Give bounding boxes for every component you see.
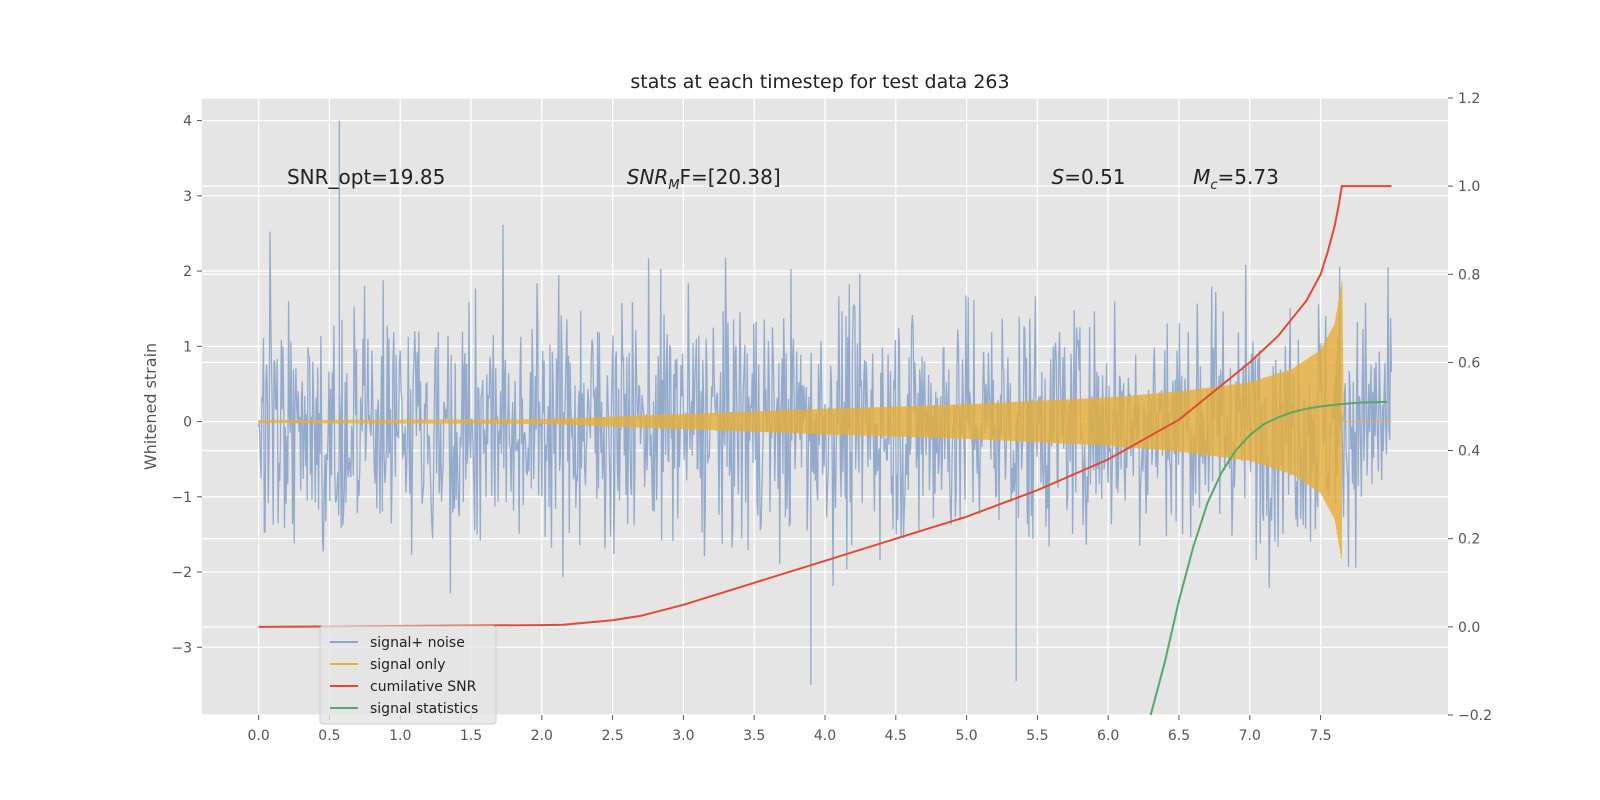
signal-only-line — [258, 282, 1392, 559]
y2-tick-label: 0.8 — [1458, 267, 1480, 283]
x-tick-label: 2.0 — [531, 728, 553, 744]
cumulative-snr-line — [258, 185, 1392, 628]
y-tick-label: −1 — [171, 490, 192, 506]
x-tick-label: 3.0 — [672, 728, 694, 744]
y-tick-label: −3 — [171, 640, 192, 656]
x-tick-label: 3.5 — [743, 728, 765, 744]
x-tick-label: 0.5 — [318, 728, 340, 744]
x-tick-label: 2.5 — [601, 728, 623, 744]
x-tick-label: 4.0 — [814, 728, 836, 744]
legend: signal+ noise signal only cumilative SNR si… — [319, 625, 497, 725]
x-tick-label: 7.5 — [1309, 728, 1331, 744]
x-tick-label: 6.5 — [1168, 728, 1190, 744]
y-tick-label: 4 — [183, 114, 192, 130]
y-axis-label: Whitened strain — [141, 343, 160, 470]
y2-tick-label: 1.0 — [1458, 179, 1480, 195]
legend-label: signal statistics — [370, 701, 478, 717]
annotations: SNR_opt=19.85 SNRMF=[20.38] S=0.51 Mc=5.73 — [287, 165, 1279, 193]
x-tick-label: 4.5 — [885, 728, 907, 744]
annotation-text: S=0.51 — [1052, 165, 1126, 189]
x-tick-label: 0.0 — [248, 728, 270, 744]
legend-box — [319, 625, 497, 725]
y2-tick-label: −0.2 — [1458, 708, 1492, 724]
y-tick-label: 1 — [183, 339, 192, 355]
y-tick-label: 0 — [183, 415, 192, 431]
x-tick-label: 1.0 — [389, 728, 411, 744]
annotation-text: SNR_opt=19.85 — [287, 165, 445, 189]
y2-tick-label: 0.4 — [1458, 444, 1480, 460]
annotation-text: SNRMF=[20.38] — [627, 165, 781, 193]
y-tick-label: −2 — [171, 565, 192, 581]
x-tick-label: 5.5 — [1026, 728, 1048, 744]
annotation-text: Mc=5.73 — [1193, 165, 1279, 193]
x-tick-label: 6.0 — [1097, 728, 1119, 744]
y-tick-label: 2 — [183, 264, 192, 280]
x-tick-label: 7.0 — [1239, 728, 1261, 744]
x-tick-label: 1.5 — [460, 728, 482, 744]
legend-label: cumilative SNR — [370, 679, 477, 695]
y2-tick-label: 0.2 — [1458, 532, 1480, 548]
signal-statistics-line — [1149, 400, 1388, 715]
y-axis-left: −3 −2 −1 0 1 2 3 4 — [171, 114, 202, 656]
y2-tick-label: 0.0 — [1458, 620, 1480, 636]
chart-title: stats at each timestep for test data 263 — [630, 71, 1009, 93]
legend-label: signal+ noise — [370, 635, 465, 651]
y2-tick-label: 1.2 — [1458, 91, 1480, 107]
y-tick-label: 3 — [183, 189, 192, 205]
x-axis: 0.0 0.5 1.0 1.5 2.0 2.5 3.0 3.5 4.0 4.5 5.0 5.5 6.0 6… — [248, 715, 1332, 744]
x-tick-label: 5.0 — [955, 728, 977, 744]
y-axis-right: −0.2 0.0 0.2 0.4 0.6 0.8 1.0 1.2 — [1448, 91, 1492, 724]
series-layer — [257, 120, 1393, 715]
legend-label: signal only — [370, 657, 445, 673]
y2-tick-label: 0.6 — [1458, 355, 1480, 371]
